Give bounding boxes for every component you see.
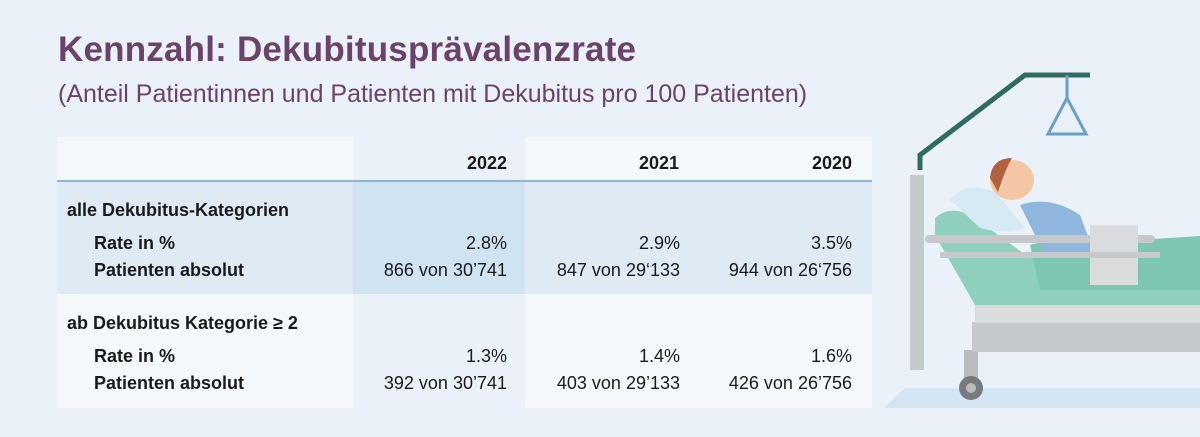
header-highlight-2022 bbox=[353, 137, 525, 180]
bed-base bbox=[972, 322, 1200, 352]
hospital-bed-illustration bbox=[884, 72, 1200, 408]
rate-value: 1.4% bbox=[638, 346, 680, 366]
bed-headboard bbox=[910, 175, 924, 370]
page-title: Kennzahl: Dekubitusprävalenzrate bbox=[58, 30, 637, 69]
section-label: ab Dekubitus Kategorie ≥ 2 bbox=[67, 313, 298, 333]
rate-value: 2.9% bbox=[638, 233, 680, 253]
bed-leg bbox=[964, 350, 978, 380]
absolute-label: Patienten absolut bbox=[94, 260, 245, 280]
year-header-2020: 2020 bbox=[811, 153, 852, 173]
section-label: alle Dekubitus-Kategorien bbox=[67, 200, 290, 220]
rate-label: Rate in % bbox=[94, 346, 176, 366]
trapeze-handle bbox=[1045, 94, 1089, 136]
absolute-value: 944 von 26‘756 bbox=[728, 260, 852, 280]
section2-highlight-2022 bbox=[353, 294, 525, 408]
absolute-value: 847 von 29‘133 bbox=[556, 260, 680, 280]
year-header-2021: 2021 bbox=[638, 153, 679, 173]
prevalence-table: 2022 2021 2020 alle Dekubitus-Kategorien… bbox=[57, 137, 872, 408]
bed-wheel-hub bbox=[966, 383, 976, 393]
absolute-value: 426 von 26’756 bbox=[728, 373, 852, 393]
rate-label: Rate in % bbox=[94, 233, 176, 253]
trapeze-pole bbox=[917, 72, 1090, 170]
page-subtitle: (Anteil Patientinnen und Patienten mit D… bbox=[58, 80, 808, 108]
absolute-label: Patienten absolut bbox=[94, 373, 245, 393]
absolute-value: 392 von 30’741 bbox=[383, 373, 507, 393]
floor-shadow bbox=[884, 388, 1200, 408]
absolute-value: 403 von 29’133 bbox=[556, 373, 680, 393]
bed-frame-lower bbox=[975, 305, 1200, 323]
pillow bbox=[950, 187, 1025, 232]
section1-highlight-2022 bbox=[353, 182, 525, 294]
rate-value: 1.3% bbox=[465, 346, 507, 366]
rate-value: 2.8% bbox=[465, 233, 507, 253]
rate-value: 3.5% bbox=[810, 233, 852, 253]
rate-value: 1.6% bbox=[810, 346, 852, 366]
header-divider bbox=[57, 180, 872, 182]
patient-hair bbox=[990, 158, 1012, 192]
absolute-value: 866 von 30’741 bbox=[383, 260, 507, 280]
year-header-2022: 2022 bbox=[466, 153, 507, 173]
